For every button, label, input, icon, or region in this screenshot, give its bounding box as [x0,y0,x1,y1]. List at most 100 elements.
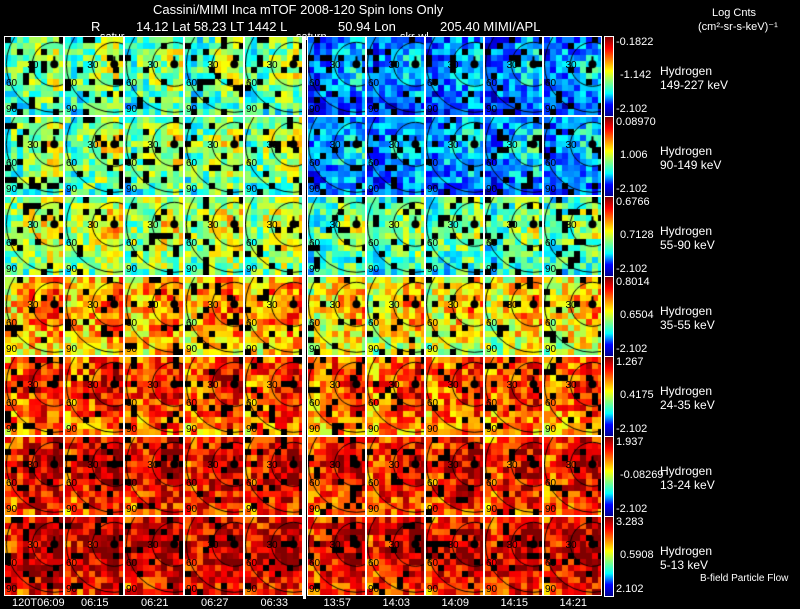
angle-circle-label: 60 [545,558,557,570]
angle-circle-label: 30 [147,540,159,552]
angle-circle-label: 30 [266,460,278,472]
angle-circle-label: 60 [6,478,18,490]
angle-circle-label: 30 [447,220,459,232]
angle-circle-label: 30 [329,540,341,552]
angle-circle-label: 90 [427,344,439,356]
angle-circle-label: 60 [66,78,78,90]
angle-circle-label: 90 [309,344,321,356]
heatmap-panel: 30 60 90 [124,276,184,356]
heatmap-cells [367,277,424,355]
angle-circle-label: 30 [27,460,39,472]
angle-circle-label: 30 [388,220,400,232]
colorbar-mid-label: 0.4175 [620,389,654,401]
heatmap-cells [65,517,123,595]
colorbar [604,196,614,277]
colorbar-units: (cm²-sr-s-keV)⁻¹ [698,21,778,33]
angle-circle-label: 30 [388,60,400,72]
angle-circle-label: 90 [486,264,498,276]
angle-circle-label: 90 [186,584,198,596]
angle-circle-label: 90 [186,264,198,276]
heatmap-panel: 30 60 90 [307,116,366,196]
angle-circle-label: 30 [87,460,99,472]
angle-circle-label: 30 [207,140,219,152]
colorbar-max-label: -0.1822 [616,36,654,48]
angle-circle-label: 90 [427,424,439,436]
angle-circle-label: 90 [66,424,78,436]
heatmap-cells [426,277,483,355]
angle-circle-label: 90 [6,584,18,596]
angle-circle-label: 60 [486,318,498,330]
heatmap-cells [185,437,243,515]
angle-circle-label: 90 [66,264,78,276]
heatmap-panel: 30 60 90 [4,116,64,196]
heatmap-cells [125,117,183,195]
angle-circle-label: 30 [266,60,278,72]
angle-circle-label: 90 [66,184,78,196]
heatmap-panel: 30 60 90 [366,276,425,356]
bfield-legend: B-field Particle Flow [700,573,789,584]
heatmap-cells [65,117,123,195]
heatmap-cells [125,277,183,355]
angle-circle-label: 60 [545,78,557,90]
angle-circle-label: 30 [329,460,341,472]
angle-circle-label: 60 [427,398,439,410]
angle-circle-label: 30 [565,380,577,392]
angle-circle-label: 30 [87,380,99,392]
heatmap-panel: 30 60 90 [4,436,64,516]
angle-circle-label: 90 [368,424,380,436]
heatmap-cells [65,357,123,435]
heatmap-cells [544,37,601,115]
heatmap-cells [544,117,601,195]
angle-circle-label: 90 [186,184,198,196]
angle-circle-label: 60 [368,558,380,570]
angle-circle-label: 30 [447,60,459,72]
heatmap-panel: 30 60 90 [484,516,543,596]
angle-circle-label: 90 [486,344,498,356]
angle-circle-label: 60 [186,78,198,90]
angle-circle-label: 90 [186,504,198,516]
angle-circle-label: 60 [126,158,138,170]
angle-circle-label: 60 [6,318,18,330]
angle-circle-label: 30 [207,380,219,392]
angle-circle-label: 60 [309,158,321,170]
heatmap-panel: 30 60 90 [124,356,184,436]
heatmap-cells [485,437,542,515]
angle-circle-label: 60 [186,478,198,490]
heatmap-panel: 30 60 90 [484,356,543,436]
angle-circle-label: 90 [6,104,18,116]
heatmap-panel: 30 60 90 [543,116,602,196]
angle-circle-label: 30 [266,540,278,552]
heatmap-panel: 30 60 90 [64,116,124,196]
time-tick-label: 06:21 [141,597,169,609]
heatmap-cells [185,277,243,355]
colorbar-max-label: 1.937 [616,436,644,448]
heatmap-panel: 30 60 90 [543,196,602,276]
species-label: Hydrogen [660,544,713,558]
time-tick-label: 06:15 [81,597,109,609]
angle-circle-label: 90 [246,184,258,196]
angle-circle-label: 30 [266,380,278,392]
heatmap-cells [308,357,365,435]
angle-circle-label: 60 [66,398,78,410]
colorbar [604,116,614,197]
heatmap-panel: 30 60 90 [366,436,425,516]
angle-circle-label: 60 [368,478,380,490]
angle-circle-label: 90 [486,504,498,516]
angle-circle-label: 30 [329,60,341,72]
angle-circle-label: 90 [486,424,498,436]
heatmap-cells [5,437,63,515]
heatmap-panel: 30 60 90 [307,276,366,356]
angle-circle-label: 60 [66,558,78,570]
heatmap-panel: 30 60 90 [366,196,425,276]
angle-circle-label: 30 [506,140,518,152]
angle-circle-label: 60 [368,78,380,90]
heatmap-panel: 30 60 90 [244,196,303,276]
angle-circle-label: 60 [246,318,258,330]
heatmap-panel: 30 60 90 [244,436,303,516]
angle-circle-label: 90 [6,184,18,196]
heatmap-cells [426,437,483,515]
heatmap-panel: 30 60 90 [4,196,64,276]
heatmap-cells [544,277,601,355]
time-tick-label: 120T06:09 [12,597,65,609]
heatmap-cells [544,437,601,515]
